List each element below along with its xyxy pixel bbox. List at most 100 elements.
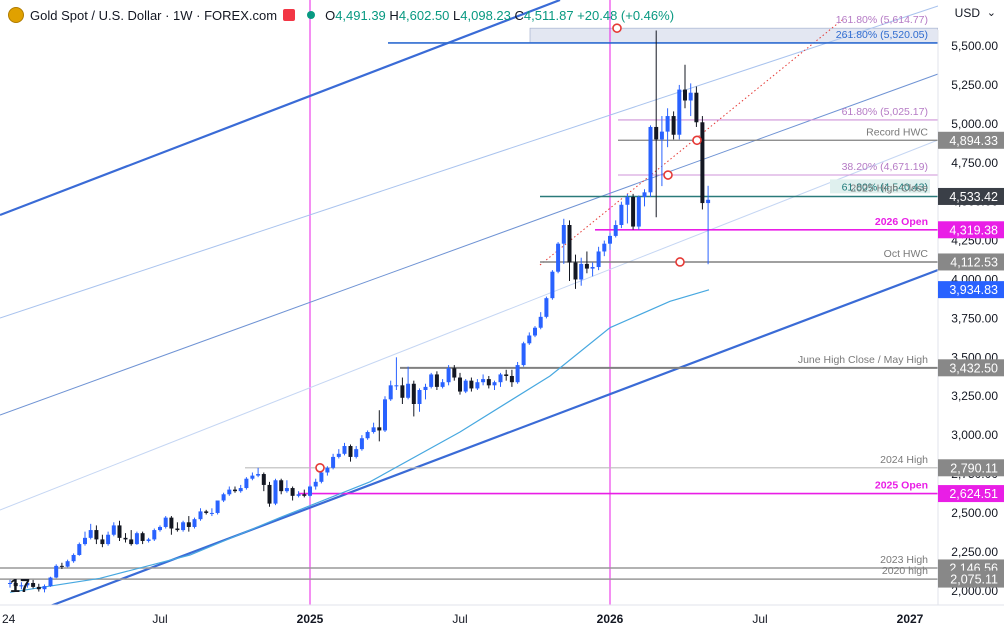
- candle-body-56: [331, 456, 336, 468]
- channel-line-2: [0, 73, 939, 416]
- candle-body-101: [590, 267, 595, 269]
- candle-body-76: [446, 368, 451, 383]
- candle-body-1: [13, 582, 18, 587]
- candle-body-8: [54, 565, 59, 578]
- candle-body-73: [429, 374, 434, 387]
- candle-body-60: [354, 449, 359, 457]
- chevron-down-icon[interactable]: ⌄: [986, 7, 996, 19]
- annotation-5: 61.80% (4,540.43): [842, 181, 928, 193]
- moving-average-layer: [9, 289, 710, 593]
- candle-body-32: [192, 519, 197, 527]
- price-badge-0: 4,894.33: [949, 134, 998, 148]
- candle-body-115: [671, 116, 676, 135]
- candle-body-75: [440, 382, 445, 387]
- candle-body-7: [48, 577, 53, 587]
- annotation-6: 2025 High Close: [850, 182, 928, 194]
- candle-body-17: [106, 534, 111, 545]
- candle-body-50: [296, 494, 301, 496]
- candles-layer: [8, 30, 711, 593]
- flag-icon[interactable]: [283, 9, 296, 21]
- y-tick-13: 5,250.00: [951, 78, 998, 92]
- price-badge-bg-6: [938, 459, 1004, 477]
- annotation-10: 2024 High: [880, 454, 928, 466]
- price-badge-7: 2,624.51: [949, 487, 998, 501]
- candle-body-42: [250, 475, 255, 479]
- candle-body-29: [175, 528, 180, 531]
- price-badge-4: 3,934.83: [949, 283, 998, 297]
- candle-body-25: [152, 530, 157, 540]
- candle-body-45: [267, 484, 272, 504]
- candle-body-63: [371, 427, 376, 433]
- candle-body-117: [683, 89, 687, 101]
- candle-body-80: [469, 380, 474, 389]
- candle-body-21: [129, 539, 134, 545]
- candle-body-100: [584, 263, 589, 269]
- market-status-icon: [307, 11, 316, 19]
- price-badge-5: 3,432.50: [949, 361, 998, 375]
- candle-body-71: [417, 389, 422, 404]
- candle-body-27: [163, 517, 168, 527]
- candle-body-70: [411, 383, 416, 404]
- candle-body-38: [227, 489, 232, 495]
- annotation-11: 2025 Open: [875, 480, 928, 492]
- candle-body-64: [377, 427, 382, 431]
- x-tick-1: Jul: [152, 612, 167, 626]
- symbol-title[interactable]: Gold Spot / U.S. Dollar · 1W · FOREX.com: [30, 7, 278, 23]
- candle-body-118: [688, 92, 693, 101]
- price-badge-1: 4,533.42: [949, 190, 998, 204]
- candle-body-81: [475, 382, 480, 389]
- candle-body-26: [158, 526, 162, 531]
- annotation-13: 2020 high: [882, 565, 928, 577]
- candle-body-58: [342, 446, 347, 454]
- candle-body-13: [83, 537, 87, 545]
- candle-body-110: [642, 192, 647, 197]
- candle-body-91: [533, 327, 537, 336]
- y-tick-7: 3,750.00: [951, 311, 998, 325]
- annotation-7: 2026 Open: [875, 216, 928, 228]
- candle-body-66: [388, 385, 393, 400]
- currency-label[interactable]: USD: [954, 6, 980, 20]
- channel-line-0: [0, 0, 561, 217]
- candle-body-78: [458, 377, 462, 392]
- candle-body-31: [186, 522, 191, 527]
- moving-average-line: [9, 289, 710, 593]
- channel-line-4: [0, 268, 939, 627]
- candle-body-2: [19, 585, 24, 587]
- candle-body-61: [359, 438, 364, 450]
- y-tick-14: 5,500.00: [951, 39, 998, 53]
- candle-body-119: [694, 92, 699, 123]
- candle-body-24: [146, 539, 151, 541]
- candle-body-4: [31, 582, 36, 587]
- candle-body-33: [198, 511, 203, 520]
- y-tick-1: 2,250.00: [951, 545, 998, 559]
- marker-circle-3: [675, 257, 685, 267]
- candle-body-30: [181, 522, 186, 531]
- candle-body-83: [486, 379, 491, 386]
- candle-body-93: [544, 298, 549, 317]
- annotation-4: 38.20% (4,671.19): [842, 161, 928, 173]
- gold-coin-icon: [8, 7, 24, 23]
- candle-body-94: [550, 271, 555, 299]
- candle-body-106: [619, 204, 624, 226]
- candle-body-109: [636, 196, 641, 227]
- markers-layer: 17: [10, 23, 702, 596]
- candle-body-62: [365, 432, 370, 439]
- candle-body-89: [521, 343, 526, 366]
- candle-body-47: [279, 480, 284, 492]
- price-badge-3: 4,112.53: [950, 255, 998, 269]
- price-badge-bg-2: [938, 221, 1004, 239]
- annotation-1: 261.80% (5,520.05): [836, 29, 928, 41]
- candle-body-20: [123, 537, 128, 540]
- y-tick-12: 5,000.00: [951, 117, 998, 131]
- y-axis-background: [938, 0, 1004, 627]
- annotation-2: 61.80% (5,025.17): [842, 106, 928, 118]
- annotation-9: June High Close / May High: [798, 354, 928, 366]
- candle-body-95: [556, 243, 561, 272]
- candle-body-84: [492, 382, 497, 386]
- marker-circle-4: [315, 462, 325, 473]
- marker-circle-0: [612, 23, 622, 33]
- candle-body-36: [215, 500, 220, 513]
- candle-body-92: [538, 316, 543, 328]
- candle-body-44: [261, 474, 266, 485]
